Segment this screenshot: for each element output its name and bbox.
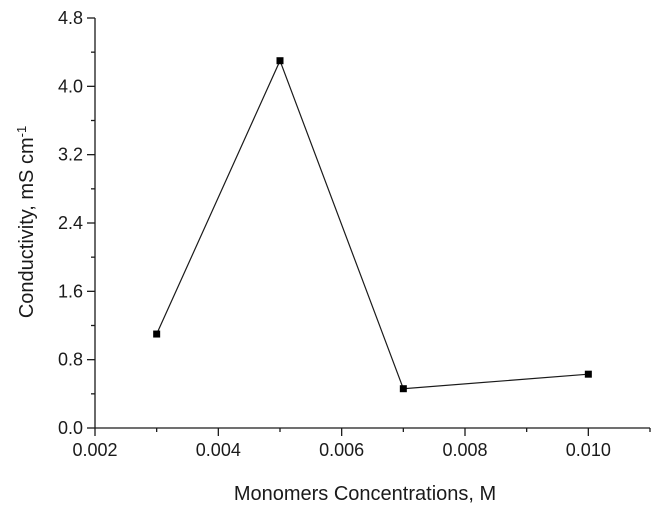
- x-tick-labels: 0.002 0.004 0.006 0.008 0.010: [72, 440, 610, 460]
- y-tick-labels: 0.0 0.8 1.6 2.4 3.2 4.0 4.8: [58, 8, 83, 438]
- data-point: [584, 370, 592, 378]
- x-tick-label: 0.006: [319, 440, 364, 460]
- data-point: [399, 385, 407, 393]
- x-axis-title: Monomers Concentrations, M: [234, 483, 496, 505]
- y-tick-label: 1.6: [58, 281, 83, 301]
- x-tick-label: 0.002: [72, 440, 117, 460]
- data-point: [153, 330, 161, 338]
- y-axis-title-main: Conductivity, mS cm: [16, 137, 38, 318]
- y-tick-label: 3.2: [58, 145, 83, 165]
- y-tick-label: 0.0: [58, 418, 83, 438]
- y-tick-label: 4.0: [58, 76, 83, 96]
- ticks: [87, 17, 651, 436]
- series: [153, 57, 592, 393]
- data-point: [276, 57, 284, 65]
- y-tick-label: 2.4: [58, 213, 83, 233]
- y-axis-title-sup: -1: [14, 126, 29, 138]
- y-tick-label: 0.8: [58, 350, 83, 370]
- axes: [94, 18, 650, 429]
- x-tick-label: 0.004: [196, 440, 241, 460]
- y-tick-label: 4.8: [58, 8, 83, 28]
- x-tick-label: 0.008: [442, 440, 487, 460]
- series-line: [156, 59, 589, 390]
- y-axis-title: Conductivity, mS cm-1: [14, 126, 39, 318]
- x-tick-label: 0.010: [566, 440, 611, 460]
